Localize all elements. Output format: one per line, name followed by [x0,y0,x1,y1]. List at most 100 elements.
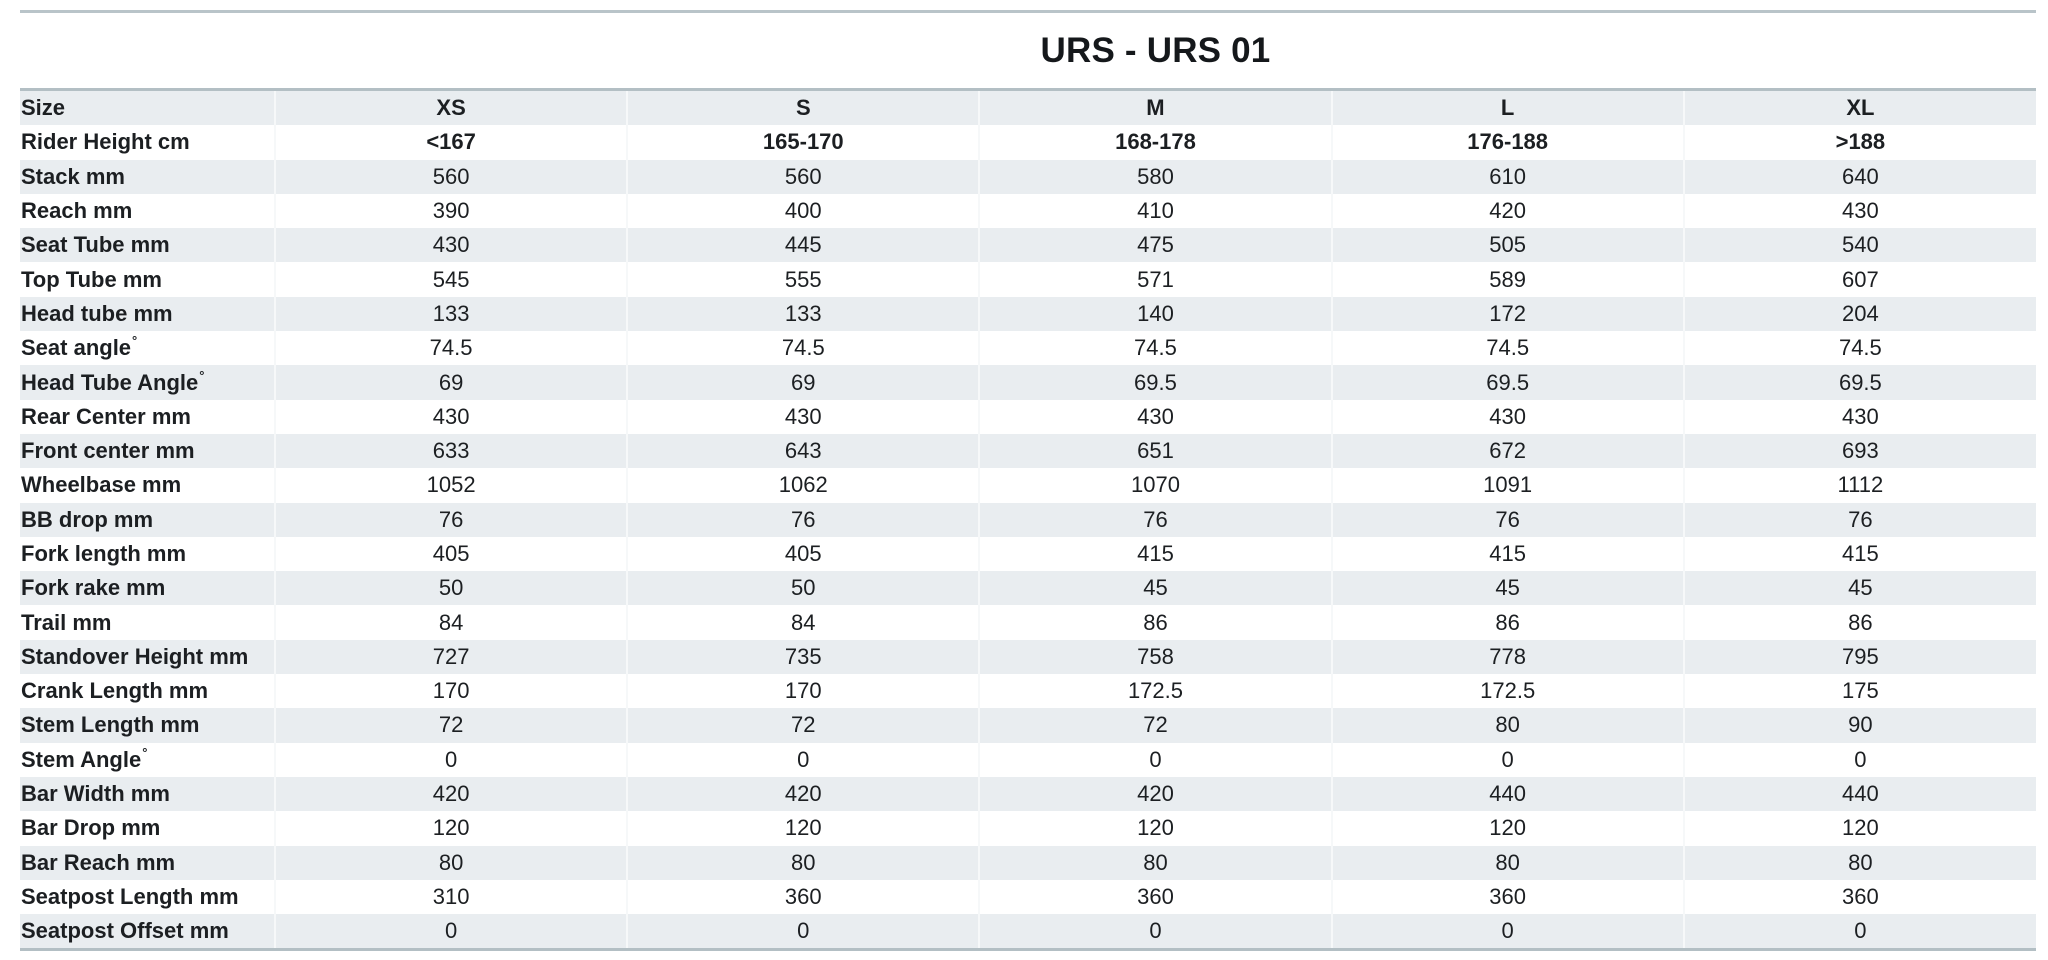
row-label-cell: Front center mm [20,433,275,469]
value-cell: 0 [273,914,628,949]
row-label-cell: Bar Reach mm [20,845,275,880]
value-cell: 45 [1682,571,2036,606]
row-label: Bar Reach mm [21,849,176,875]
value-cell: 440 [1330,776,1684,812]
value-cell: 410 [978,193,1332,229]
table-row: Head Tube Angle° 69 69 69.5 69.5 69.5 [20,365,2036,400]
value-cell: 80 [1330,708,1684,743]
value-cell: 120 [273,811,628,846]
value-cell: 120 [626,811,980,846]
table-row: Stem Angle° 0 0 0 0 0 [20,742,2036,777]
value-cell: 76 [1682,502,2036,537]
value-cell: M [978,91,1332,126]
value-cell: 69.5 [1682,365,2036,400]
value-cell: 69 [626,365,980,400]
table-row: Standover Height mm 727 735 758 778 795 [20,639,2036,675]
value-cell: 84 [626,605,980,640]
row-label-cell: Rear Center mm [20,399,275,434]
row-label-cell: Stack mm [20,159,275,194]
row-label: Size [21,95,66,121]
value-cell: 0 [273,742,628,777]
table-row: Fork length mm 405 405 415 415 415 [20,536,2036,572]
value-cell: 610 [1330,159,1684,194]
value-cell: 445 [626,228,980,263]
title-divider [20,88,2036,91]
value-cell: 651 [978,433,1332,469]
table-row: Top Tube mm 545 555 571 589 607 [20,262,2036,297]
value-cell: 72 [626,708,980,743]
value-cell: 69.5 [978,365,1332,400]
value-cell: 795 [1682,639,2036,675]
value-cell: 45 [978,571,1332,606]
degree-unit: ° [132,333,138,349]
value-cell: 420 [1330,193,1684,229]
row-label-cell: Seatpost Offset mm [20,914,275,949]
value-cell: 74.5 [1682,331,2036,366]
value-cell: 165-170 [626,125,980,160]
value-cell: 1112 [1682,468,2036,503]
value-cell: 90 [1682,708,2036,743]
row-label: Crank Length mm [21,678,209,704]
value-cell: 72 [978,708,1332,743]
value-cell: 168-178 [978,125,1332,160]
row-label-cell: Fork length mm [20,536,275,572]
value-cell: XS [273,91,628,126]
row-label: Fork length mm [21,541,187,566]
table-row: Trail mm 84 84 86 86 86 [20,605,2036,640]
value-cell: 672 [1330,433,1684,469]
value-cell: 0 [626,742,980,777]
row-label-cell: Size [20,91,275,126]
value-cell: 430 [1682,193,2036,229]
table-row: Bar Drop mm 120 120 120 120 120 [20,811,2036,846]
row-label-cell: Head tube mm [20,296,275,332]
row-label: Bar Width mm [21,781,170,807]
value-cell: 172.5 [1330,674,1684,709]
value-cell: 0 [978,914,1332,949]
row-label-cell: Bar Width mm [20,776,275,812]
value-cell: 505 [1330,228,1684,263]
value-cell: 430 [1330,399,1684,434]
value-cell: 475 [978,228,1332,263]
table-row: Seat angle° 74.5 74.5 74.5 74.5 74.5 [20,331,2036,366]
value-cell: 86 [1682,605,2036,640]
value-cell: 1091 [1330,468,1684,503]
value-cell: 758 [978,639,1332,675]
value-cell: 76 [626,502,980,537]
row-label: Seatpost Offset mm [21,918,229,944]
row-label-cell: Top Tube mm [20,262,275,297]
value-cell: 430 [1682,399,2036,434]
row-label: Rear Center mm [21,403,191,429]
table-title: URS - URS 01 [1040,30,1271,70]
value-cell: 430 [626,399,980,434]
value-cell: 778 [1330,639,1684,675]
row-label-cell: Rider Height cm [20,125,275,160]
value-cell: 360 [626,879,980,915]
row-label: BB drop mm [21,506,153,532]
value-cell: 555 [626,262,980,297]
value-cell: L [1330,91,1684,126]
value-cell: 204 [1682,296,2036,332]
value-cell: 0 [1682,914,2036,949]
bottom-divider [20,948,2036,952]
row-label-cell: Wheelbase mm [20,468,275,503]
value-cell: 727 [273,639,628,675]
row-label-cell: Head Tube Angle° [20,365,275,400]
row-label: Stem Length mm [21,712,200,738]
table-row: Seatpost Length mm 310 360 360 360 360 [20,879,2036,915]
table-row: Seatpost Offset mm 0 0 0 0 0 [20,914,2036,949]
value-cell: 69 [273,365,628,400]
row-label: Trail mm [21,609,112,635]
row-label-cell: Stem Length mm [20,708,275,743]
value-cell: 420 [978,776,1332,812]
value-cell: 74.5 [273,331,628,366]
row-label-cell: Reach mm [20,193,275,229]
row-label-cell: Standover Height mm [20,639,275,675]
value-cell: 415 [978,536,1332,572]
value-cell: 430 [273,399,628,434]
value-cell: S [626,91,980,126]
row-label: Reach mm [21,198,133,224]
value-cell: 84 [273,605,628,640]
geometry-table: Size XS S M L XL Rider Height cm <167 165-170 168… [20,91,2036,949]
value-cell: 430 [273,228,628,263]
value-cell: 440 [1682,776,2036,812]
